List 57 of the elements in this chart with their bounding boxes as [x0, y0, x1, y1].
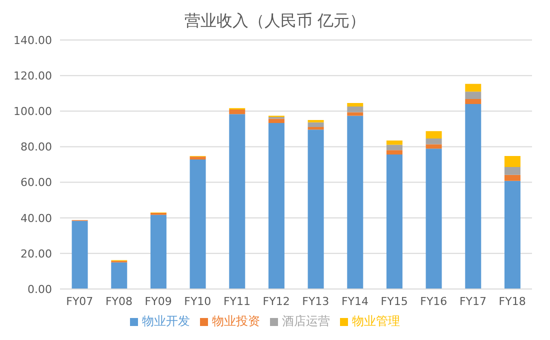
y-tick-label: 40.00	[20, 212, 52, 225]
bar	[465, 92, 482, 100]
bar	[347, 112, 364, 116]
bar	[426, 138, 442, 144]
x-tick-label: FY08	[105, 294, 133, 308]
bar	[190, 160, 206, 289]
bar	[426, 131, 442, 139]
legend-label: 物业管理	[352, 314, 400, 328]
chart-title: 营业收入（人民币 亿元）	[183, 10, 367, 32]
y-tick-label: 120.00	[14, 69, 52, 82]
bar	[229, 110, 246, 114]
bar	[465, 99, 482, 104]
x-tick-label: FY16	[420, 294, 448, 308]
bar	[308, 122, 324, 127]
x-tick-label: FY17	[459, 294, 487, 308]
bar	[386, 140, 402, 145]
legend-label: 物业投资	[212, 314, 260, 328]
bar	[308, 130, 324, 289]
legend-label: 酒店运营	[282, 314, 330, 328]
bar	[150, 214, 166, 289]
bar	[504, 174, 520, 181]
bar	[504, 180, 520, 289]
legend-label: 物业开发	[142, 314, 190, 328]
bar	[386, 154, 402, 289]
bar	[465, 84, 482, 92]
y-tick-label: 0.00	[28, 282, 52, 296]
bar	[504, 156, 520, 167]
bar	[504, 166, 520, 175]
bar	[347, 102, 364, 107]
bar	[386, 144, 402, 150]
bar	[229, 114, 246, 289]
x-tick-label: FY11	[223, 294, 251, 308]
y-tick-label: 80.00	[20, 140, 52, 154]
bar	[268, 123, 284, 289]
x-tick-label: FY15	[380, 294, 408, 308]
bar	[111, 262, 128, 289]
bar	[465, 104, 482, 289]
x-tick-label: FY09	[144, 294, 172, 308]
bar	[308, 126, 324, 130]
x-tick-label: FY14	[341, 294, 369, 308]
bar	[72, 220, 88, 289]
y-tick-label: 60.00	[20, 176, 52, 190]
x-tick-label: FY07	[66, 294, 94, 308]
bar	[190, 156, 206, 160]
x-tick-label: FY12	[262, 294, 290, 308]
bar	[347, 116, 364, 289]
x-tick-label: FY13	[302, 294, 330, 308]
x-tick-label: FY18	[498, 294, 526, 308]
y-tick-label: 140.00	[14, 34, 52, 47]
bar	[268, 118, 284, 124]
y-tick-label: 100.00	[14, 105, 52, 118]
bar	[426, 144, 442, 149]
x-tick-label: FY10	[184, 294, 212, 308]
y-tick-label: 20.00	[20, 247, 52, 260]
bar	[347, 106, 364, 112]
bar	[426, 148, 442, 289]
bar	[386, 150, 402, 155]
